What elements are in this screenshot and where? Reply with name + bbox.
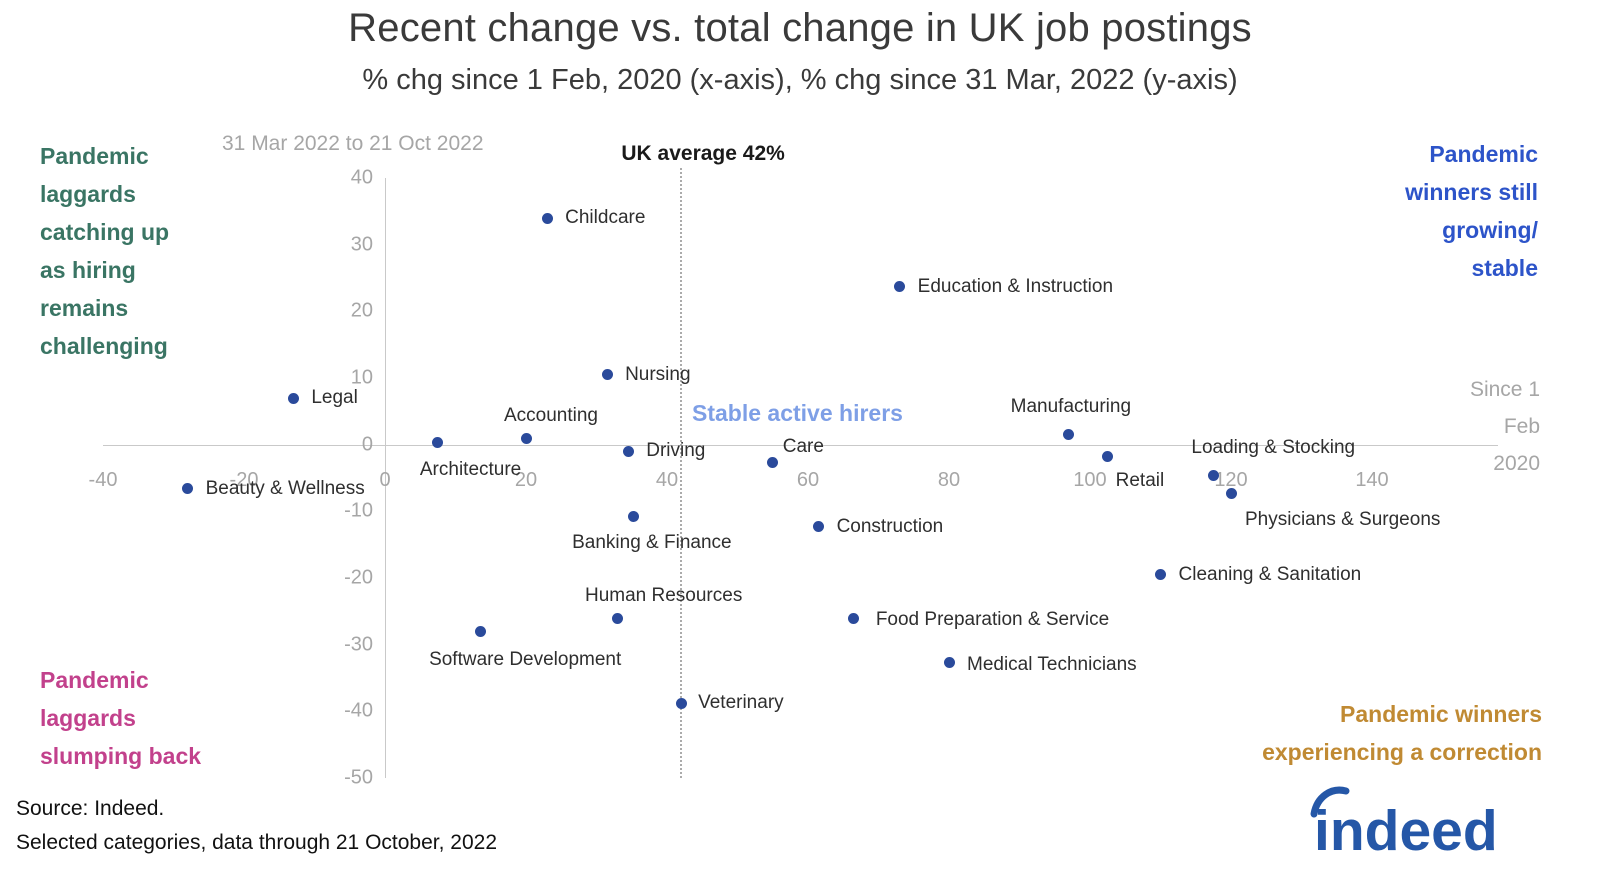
data-point-label: Childcare xyxy=(565,207,646,228)
data-point-label: Food Preparation & Service xyxy=(875,608,1110,630)
annotation-center: Stable active hirers xyxy=(692,400,903,426)
data-point xyxy=(601,369,613,381)
indeed-logo-graphic: indeed xyxy=(1310,786,1498,863)
data-point-label: Cleaning & Sanitation xyxy=(1178,563,1362,585)
data-point xyxy=(182,482,194,494)
data-point-label: Nursing xyxy=(625,363,691,385)
data-point xyxy=(520,432,532,444)
x-tick-label: 40 xyxy=(655,468,679,491)
x-tick-label: 120 xyxy=(1214,468,1248,491)
x-tick-label: 140 xyxy=(1355,468,1389,491)
y-tick-label: 0 xyxy=(361,433,373,456)
chart-subtitle: % chg since 1 Feb, 2020 (x-axis), % chg … xyxy=(362,64,1238,96)
y-tick-label: -30 xyxy=(344,633,373,656)
data-point-label: Medical Technicians xyxy=(967,653,1137,675)
data-point xyxy=(612,612,624,624)
y-tick-label: -10 xyxy=(344,499,373,522)
x-tick-label: 60 xyxy=(796,468,820,491)
x-tick-label: -20 xyxy=(229,468,259,491)
data-point-label: Accounting xyxy=(503,405,599,426)
data-point-label: Banking & Finance xyxy=(572,531,732,553)
data-point xyxy=(675,697,687,709)
data-point xyxy=(287,392,299,404)
x-tick-label: -40 xyxy=(88,468,118,491)
data-point-label: Care xyxy=(782,435,824,457)
y-tick-label: 30 xyxy=(350,233,373,256)
data-point xyxy=(1155,569,1166,581)
data-point xyxy=(767,457,779,469)
uk-average-line xyxy=(680,168,683,778)
source-text: Source: Indeed. xyxy=(16,797,165,820)
x-axis-caption: Since 1 Feb 2020 xyxy=(1469,378,1540,475)
data-point xyxy=(894,281,906,293)
y-axis-line xyxy=(385,178,386,778)
data-point-label: Veterinary xyxy=(698,692,784,714)
y-tick-label: 40 xyxy=(350,166,373,189)
data-point xyxy=(474,625,486,637)
data-point xyxy=(1207,469,1219,481)
data-point xyxy=(813,521,825,533)
footer: Source: Indeed. Selected categories, dat… xyxy=(16,792,497,860)
x-axis-line xyxy=(103,444,1498,446)
data-point-label: Education & Instruction xyxy=(917,275,1114,297)
data-point-label: Manufacturing xyxy=(1010,395,1132,417)
chart-title: Recent change vs. total change in UK job… xyxy=(348,6,1252,50)
data-point-label: Physicians & Surgeons xyxy=(1245,509,1441,531)
data-point-label: Construction xyxy=(836,515,944,537)
data-point-label: Software Development xyxy=(429,649,622,671)
annotation-bottom-right: Pandemic winners experiencing a correcti… xyxy=(1262,701,1542,765)
data-point-label: Loading & Stocking xyxy=(1191,437,1356,459)
indeed-swoosh-icon xyxy=(1310,786,1350,818)
note-text: Selected categories, data through 21 Oct… xyxy=(16,831,498,855)
data-point-label: Legal xyxy=(311,387,358,408)
y-tick-label: 20 xyxy=(350,299,373,322)
data-point-label: Architecture xyxy=(419,458,522,480)
x-tick-label: 80 xyxy=(937,468,961,491)
data-point xyxy=(622,445,634,457)
indeed-logo-text: indeed xyxy=(1314,799,1498,860)
y-axis-caption: 31 Mar 2022 to 21 Oct 2022 xyxy=(222,132,484,155)
y-tick-label: -50 xyxy=(344,766,373,789)
data-point xyxy=(848,613,860,625)
annotation-top-right: Pandemic winners still growing/ stable xyxy=(1405,141,1538,281)
data-point-label: Beauty & Wellness xyxy=(205,478,365,499)
x-tick-label: 20 xyxy=(514,468,538,491)
uk-average-label: UK average 42% xyxy=(621,142,785,165)
data-point-label: Retail xyxy=(1115,470,1165,491)
y-tick-label: -20 xyxy=(344,566,373,589)
data-point xyxy=(541,212,553,224)
data-point-label: Human Resources xyxy=(584,585,743,606)
plot-area: UK average 42% Stable active hirers -40 -… xyxy=(89,142,1498,789)
data-point-label: Driving xyxy=(646,440,706,462)
data-point xyxy=(943,657,955,669)
annotation-top-left: Pandemic laggards catching up as hiring … xyxy=(40,143,170,359)
x-tick-label: 100 xyxy=(1073,468,1107,491)
y-tick-label: 10 xyxy=(350,366,373,389)
data-point xyxy=(1063,429,1075,441)
y-tick-label: -40 xyxy=(344,699,373,722)
indeed-logo: indeed xyxy=(1308,782,1546,865)
data-point xyxy=(1102,450,1114,462)
annotation-bottom-left: Pandemic laggards slumping back xyxy=(40,667,202,769)
data-point xyxy=(432,437,444,449)
data-point xyxy=(628,511,640,523)
x-tick-label: 0 xyxy=(379,468,391,491)
data-point xyxy=(1225,487,1237,499)
